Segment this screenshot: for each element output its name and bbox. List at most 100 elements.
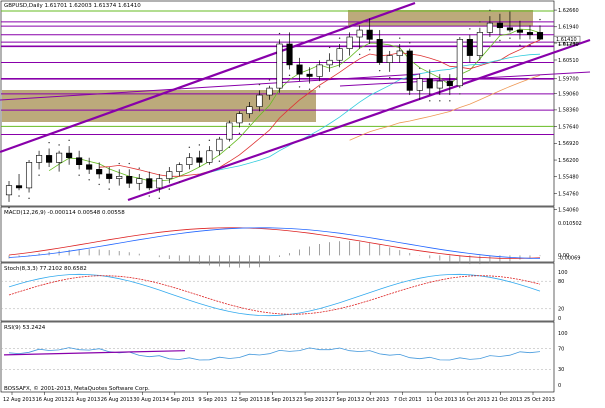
time-tick-label: 9 Sep 2013 [198, 397, 227, 403]
candle [376, 30, 383, 65]
stoch-tick-label: 20 [558, 307, 564, 313]
trend-line-mid2[interactable] [339, 71, 591, 87]
time-tick-label: 16 Oct 2013 [459, 397, 490, 403]
candle-body [146, 178, 153, 189]
price-tick-label: 1.61240 [558, 41, 579, 47]
sar-dot [479, 21, 481, 23]
candle-body [226, 122, 233, 140]
price-tick-label: 1.57640 [558, 124, 579, 130]
price-tick-label: 1.59060 [558, 91, 579, 97]
candle [256, 90, 263, 112]
candle [416, 74, 423, 100]
candle [25, 160, 33, 193]
rsi-trend-line [3, 350, 186, 356]
candle [146, 171, 153, 191]
candle [286, 32, 293, 70]
sar-dot [469, 28, 471, 30]
candle [196, 150, 203, 168]
rsi-tick-label: 100 [558, 331, 568, 337]
sar-dot [358, 53, 361, 56]
candle-body [206, 150, 213, 163]
rsi-line [8, 347, 541, 361]
time-tick-label: 12 Sep 2013 [231, 397, 263, 403]
stoch-tick-label: 80 [558, 279, 564, 285]
candle [266, 85, 273, 100]
candle [56, 150, 63, 172]
trend-lines [0, 1, 591, 202]
candle-body [336, 48, 343, 61]
stoch-tick-label: 100 [558, 270, 568, 276]
candle-body [326, 59, 333, 66]
trend-line-upper[interactable] [0, 1, 416, 154]
sar-dot [208, 139, 211, 142]
candle-body [286, 43, 293, 66]
candle-body [526, 32, 534, 35]
sar-dot [509, 37, 511, 39]
candle [396, 43, 403, 63]
candle [36, 150, 43, 170]
candle [486, 16, 493, 38]
sar-dot [78, 174, 80, 176]
candle [216, 136, 223, 156]
candle-body [416, 78, 423, 91]
secondary-price-label: 1.61200 [558, 42, 579, 48]
time-tick-label: 30 Aug 2013 [133, 397, 165, 403]
stoch-panel [0, 262, 555, 322]
candle-body [66, 152, 73, 159]
candle [316, 60, 323, 82]
time-tick-label: 25 Oct 2013 [524, 397, 555, 403]
trend-line-lower[interactable] [127, 38, 591, 202]
sar-dot [489, 9, 491, 12]
candle [166, 167, 173, 184]
macd-tick-label: -0.00069 [558, 255, 580, 261]
sar-dot [228, 146, 231, 148]
sar-dot [18, 195, 20, 197]
moving-average-line [199, 53, 541, 175]
price-axis: 1.62660 1.61940 1.61240 1.60510 1.59700 1.590… [553, 8, 581, 214]
price-tick-label: 1.54760 [558, 191, 579, 197]
candle [15, 173, 23, 191]
rsi-tick-label: 30 [558, 367, 564, 373]
sar-dot [409, 42, 411, 44]
candle [506, 11, 513, 33]
sar-dot [439, 100, 441, 102]
time-tick-label: 12 Aug 2013 [3, 397, 35, 403]
rsi-tick-label: 0 [558, 383, 561, 389]
candle [76, 150, 83, 170]
candle [46, 148, 53, 168]
candle [86, 157, 93, 174]
candle-body [196, 157, 203, 163]
candle-body [186, 157, 193, 165]
sar-dot [368, 49, 371, 51]
candle-body [536, 32, 544, 40]
trend-line-mid[interactable] [0, 73, 421, 101]
sar-dots [8, 9, 541, 209]
candle-body [456, 39, 463, 87]
sar-dot [449, 100, 451, 102]
candles [5, 11, 544, 202]
time-tick-label: 4 Sep 2013 [166, 397, 195, 403]
candle [326, 53, 333, 72]
candle-body [306, 73, 313, 77]
candle-body [116, 176, 123, 179]
sar-dot [58, 144, 60, 146]
candle [186, 153, 193, 170]
candle [126, 169, 133, 188]
candle-body [376, 39, 383, 63]
sar-dot [338, 37, 341, 39]
price-tick-label: 1.61940 [558, 25, 579, 31]
candle [66, 146, 73, 165]
sar-dot [88, 179, 90, 181]
time-tick-label: 23 Sep 2013 [296, 397, 328, 403]
macd-panel [0, 206, 555, 263]
candle [226, 120, 233, 142]
current-price-label: 1.61410 [556, 37, 577, 43]
candle-body [156, 178, 163, 189]
candle-body [106, 173, 113, 179]
sar-dot [429, 100, 431, 102]
time-tick-label: 11 Oct 2013 [426, 397, 457, 403]
macd-tick-label: 0.010502 [558, 221, 582, 227]
candle [106, 167, 113, 184]
sar-dot [148, 195, 150, 197]
